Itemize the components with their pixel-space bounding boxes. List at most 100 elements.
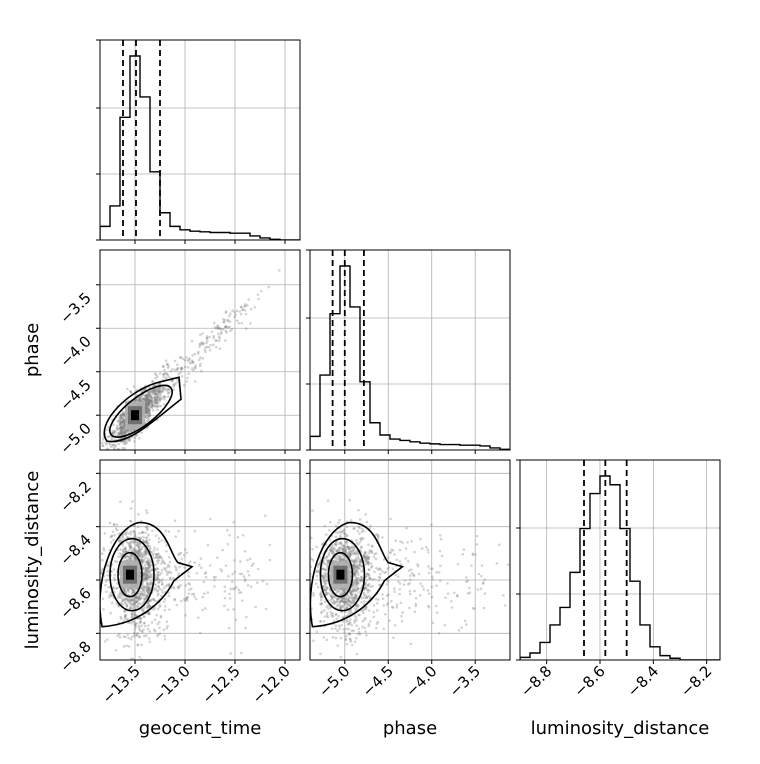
scatter-point — [120, 426, 123, 430]
scatter-point — [315, 574, 319, 578]
scatter-point — [330, 547, 334, 550]
scatter-point — [145, 605, 149, 608]
scatter-point — [147, 399, 151, 403]
scatter-point — [123, 589, 126, 593]
scatter-point — [356, 552, 359, 556]
scatter-point — [159, 562, 163, 565]
scatter-point — [149, 582, 152, 585]
scatter-point — [136, 398, 139, 402]
scatter-point — [353, 592, 357, 596]
scatter-point — [183, 566, 187, 570]
scatter-point — [261, 579, 265, 583]
scatter-point — [141, 561, 145, 564]
scatter-point — [138, 542, 142, 546]
scatter-point — [119, 432, 122, 435]
scatter-point — [154, 568, 158, 571]
scatter-point — [132, 605, 135, 608]
scatter-point — [117, 633, 121, 636]
scatter-point — [148, 394, 152, 397]
scatter-point — [121, 424, 124, 428]
scatter-point — [347, 612, 350, 615]
scatter-point — [156, 594, 160, 597]
scatter-point — [130, 657, 133, 660]
scatter-point — [150, 399, 154, 403]
scatter-point — [147, 400, 151, 404]
scatter-point — [219, 332, 223, 335]
scatter-point — [129, 605, 132, 609]
scatter-point — [118, 417, 122, 421]
scatter-point — [369, 549, 372, 553]
scatter-point — [414, 596, 418, 600]
scatter-point — [345, 534, 349, 538]
scatter-point — [226, 325, 230, 329]
scatter-point — [355, 539, 358, 542]
scatter-point — [222, 320, 226, 324]
scatter-point — [160, 397, 164, 400]
scatter-point — [139, 547, 143, 551]
scatter-point — [239, 305, 243, 309]
scatter-point — [356, 632, 360, 636]
scatter-point — [226, 574, 230, 578]
scatter-point — [231, 309, 234, 313]
scatter-point — [123, 429, 126, 433]
scatter-point — [435, 584, 438, 587]
scatter-point — [111, 429, 114, 433]
scatter-point — [337, 548, 340, 552]
scatter-point — [331, 614, 335, 618]
scatter-point — [201, 608, 204, 612]
scatter-point — [394, 573, 397, 577]
scatter-point — [133, 535, 136, 539]
scatter-point — [157, 396, 160, 399]
scatter-point — [184, 599, 187, 602]
scatter-point — [260, 289, 263, 293]
axis-labels: geocent_time phase luminosity_distance p… — [22, 323, 709, 739]
scatter-point — [119, 421, 123, 424]
scatter-point — [410, 539, 413, 543]
scatter-point — [235, 585, 238, 589]
scatter-point — [123, 550, 127, 554]
scatter-point — [193, 561, 196, 564]
scatter-point — [354, 552, 357, 556]
scatter-point — [141, 397, 145, 401]
scatter-point — [187, 570, 190, 574]
scatter-point — [156, 395, 160, 398]
scatter-point — [352, 571, 356, 575]
scatter-point — [148, 394, 152, 397]
scatter-point — [129, 428, 132, 432]
scatter-point — [147, 591, 150, 595]
y-tick-label-phase: −5.0 — [56, 419, 94, 457]
scatter-point — [406, 541, 409, 544]
scatter-point — [355, 597, 358, 600]
scatter-point — [245, 327, 248, 330]
scatter-point — [112, 538, 115, 542]
scatter-point — [268, 558, 272, 562]
scatter-point — [132, 615, 136, 619]
scatter-point — [437, 571, 441, 574]
scatter-point — [141, 552, 145, 556]
scatter-point — [364, 513, 367, 516]
scatter-point — [352, 561, 356, 565]
scatter-point — [356, 567, 360, 570]
scatter-point — [355, 584, 359, 587]
scatter-point — [362, 537, 365, 540]
scatter-point — [129, 519, 133, 523]
scatter-point — [357, 557, 360, 561]
scatter-point — [330, 596, 334, 599]
scatter-point — [121, 413, 125, 416]
contour-middle — [109, 537, 155, 612]
scatter-point — [149, 399, 152, 403]
scatter-point — [101, 444, 105, 448]
scatter-point — [354, 589, 358, 593]
scatter-point — [123, 430, 127, 434]
scatter-point — [416, 563, 419, 566]
scatter-point — [118, 431, 121, 435]
scatter-point — [452, 591, 456, 595]
scatter-point — [142, 554, 146, 557]
scatter-point — [121, 420, 125, 424]
scatter-point — [142, 634, 146, 638]
scatter-point — [353, 560, 356, 564]
scatter-point — [193, 380, 197, 383]
scatter-point — [119, 591, 122, 595]
scatter-point — [148, 605, 152, 608]
